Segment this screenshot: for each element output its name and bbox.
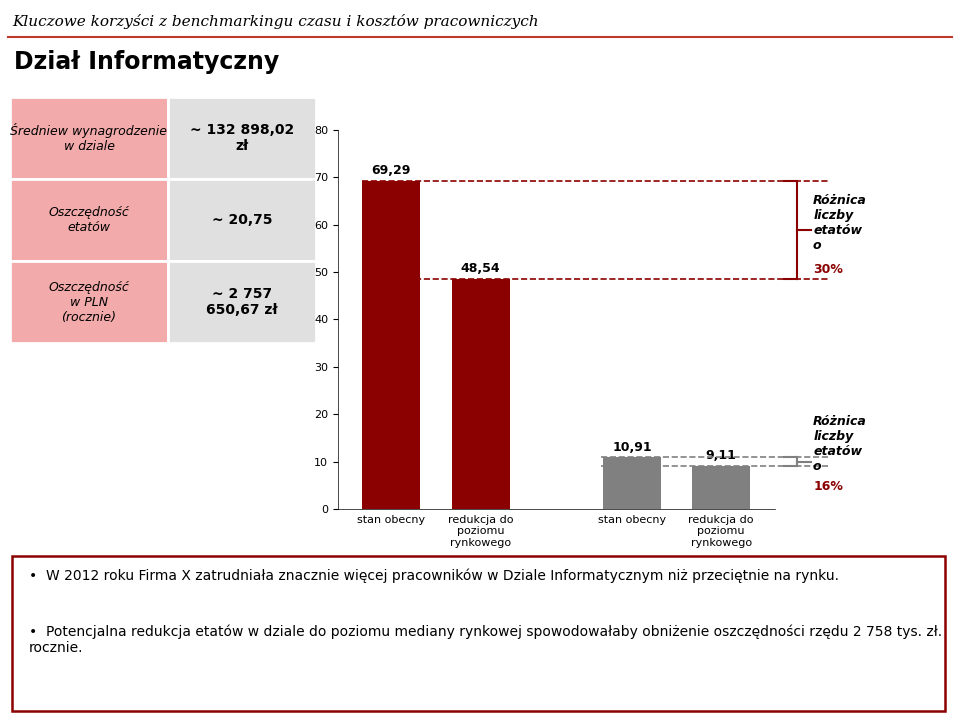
Bar	[10, 261, 168, 343]
Text: Kluczowe korzyści z benchmarkingu czasu i kosztów pracowniczych: Kluczowe korzyści z benchmarkingu czasu …	[12, 14, 539, 29]
Text: ~ 20,75: ~ 20,75	[212, 213, 273, 227]
Text: Różnica
liczby
etatów
o: Różnica liczby etatów o	[813, 193, 867, 252]
Bar	[451, 279, 510, 509]
Bar	[168, 261, 316, 343]
Bar	[168, 97, 316, 179]
Text: 9,11: 9,11	[706, 449, 736, 462]
Text: ~ 2 757
650,67 zł: ~ 2 757 650,67 zł	[206, 287, 277, 317]
Bar	[603, 457, 661, 509]
Text: Oszczędność
etatów: Oszczędność etatów	[49, 206, 130, 234]
Text: Całkowite zatrudnienie w
dziale: Całkowite zatrudnienie w dziale	[361, 594, 511, 622]
Bar	[692, 466, 750, 509]
Text: ~ 132 898,02
zł: ~ 132 898,02 zł	[190, 123, 294, 153]
Text: PwC: PwC	[12, 701, 38, 714]
Text: Różnica
liczby
etatów
o: Różnica liczby etatów o	[813, 414, 867, 472]
Text: Średniew wynagrodzenie
w dziale: Średniew wynagrodzenie w dziale	[11, 123, 167, 153]
Text: 10,91: 10,91	[612, 440, 652, 453]
Text: 69,29: 69,29	[372, 164, 411, 177]
Bar	[168, 179, 316, 261]
Text: 30%: 30%	[813, 263, 843, 276]
Text: Dział Informatyczny: Dział Informatyczny	[14, 50, 279, 74]
Text: 48,54: 48,54	[461, 262, 500, 275]
Bar	[363, 180, 420, 509]
Text: •  Potencjalna redukcja etatów w dziale do poziomu mediany rynkowej spowodowałab: • Potencjalna redukcja etatów w dziale d…	[29, 625, 942, 656]
Text: •  W 2012 roku Firma X zatrudniała znacznie więcej pracowników w Dziale Informat: • W 2012 roku Firma X zatrudniała znaczn…	[29, 569, 839, 583]
Text: Oszczędność
w PLN
(rocznie): Oszczędność w PLN (rocznie)	[49, 281, 130, 323]
Text: Kadra kierownicza w dziale: Kadra kierownicza w dziale	[597, 594, 756, 607]
Bar	[10, 97, 168, 179]
Text: 16%: 16%	[813, 480, 843, 493]
Bar	[10, 179, 168, 261]
